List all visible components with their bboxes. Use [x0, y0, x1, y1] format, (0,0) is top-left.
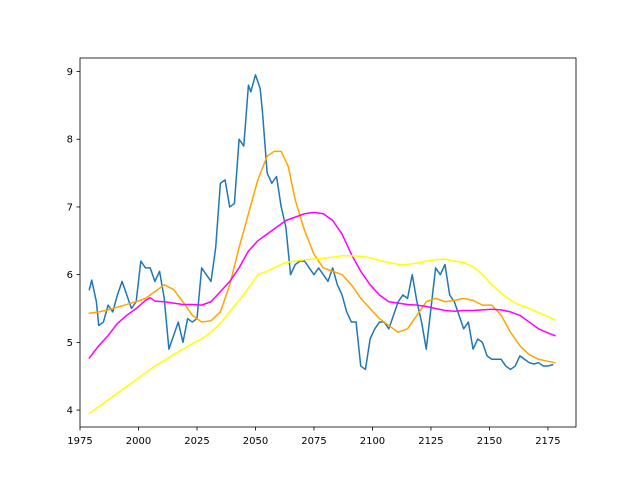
y-tick-label: 6 — [67, 270, 73, 281]
axes-layer: 1975 2000 2025 2050 2075 2100 2125 2150 2175 4 5 6 7… — [67, 57, 577, 447]
y-tick-label: 7 — [67, 202, 73, 213]
y-tick-label: 8 — [67, 135, 73, 146]
series-line-3 — [88, 211, 556, 359]
series-line-1 — [88, 74, 554, 371]
x-tick-label: 2025 — [184, 436, 209, 447]
x-tick-label: 2100 — [360, 436, 385, 447]
y-tick-label: 9 — [67, 67, 73, 78]
x-tick-label: 2175 — [535, 436, 560, 447]
x-tick-label: 2050 — [243, 436, 268, 447]
x-tick-label: 2125 — [418, 436, 443, 447]
plot-frame — [79, 57, 577, 428]
x-tick-label: 2150 — [477, 436, 502, 447]
y-tick-label: 4 — [67, 406, 73, 417]
series-line-4 — [88, 254, 556, 415]
y-tick-label: 5 — [67, 338, 73, 349]
x-tick-label: 1975 — [67, 436, 92, 447]
x-tick-label: 2000 — [126, 436, 151, 447]
x-tick-label: 2075 — [301, 436, 326, 447]
series-layer — [88, 74, 556, 415]
series-line-2 — [88, 150, 556, 364]
